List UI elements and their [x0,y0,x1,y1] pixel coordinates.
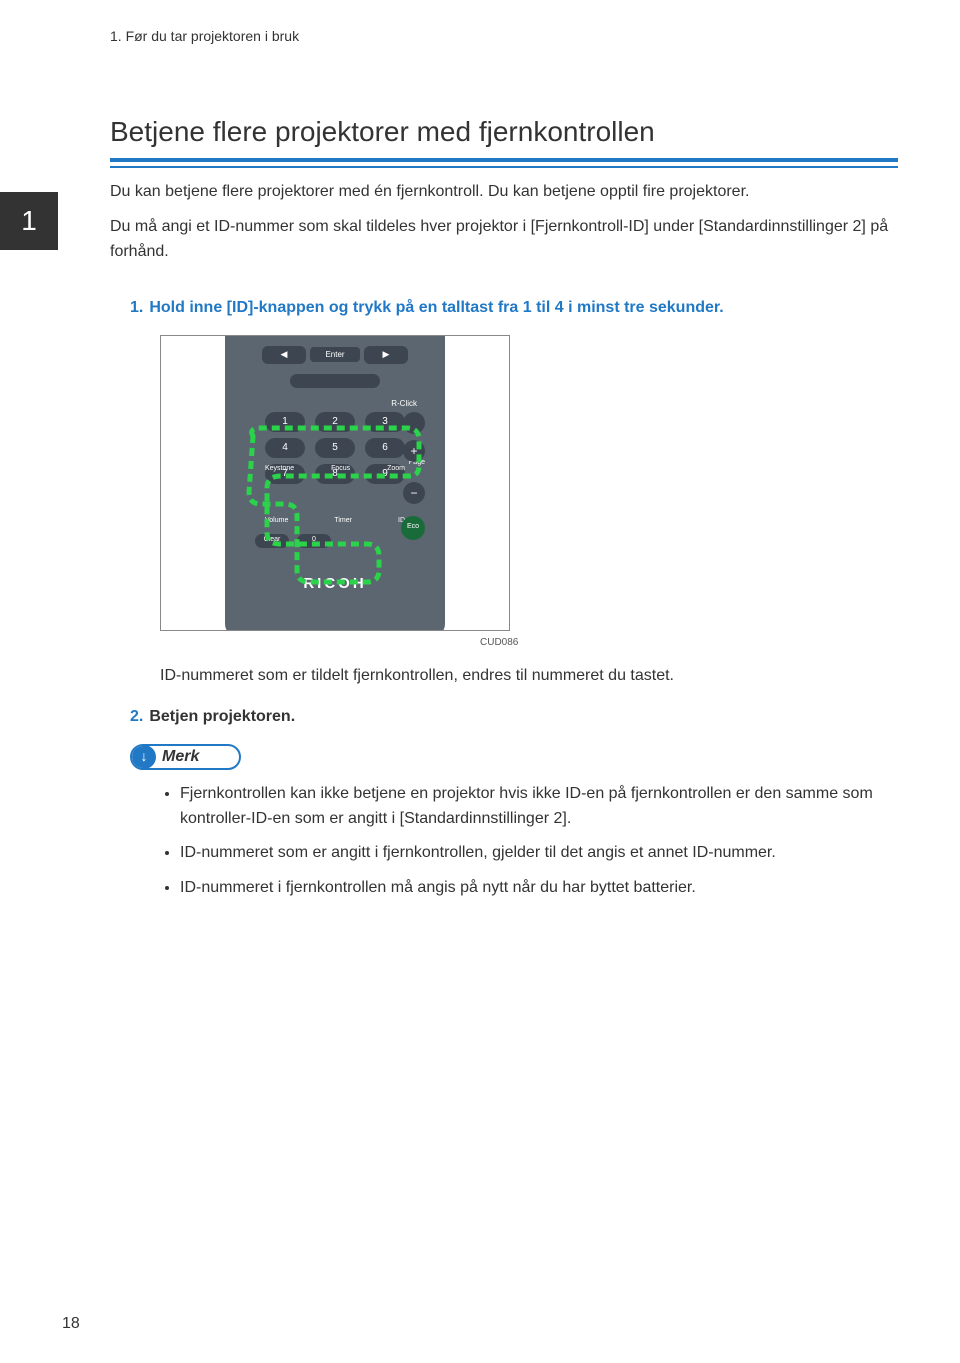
note-item-3: ID-nummeret i fjernkontrollen må angis p… [180,876,888,901]
nav-left-button: ◀ [262,346,306,364]
nav-right-button: ▶ [364,346,408,364]
key-6: 6 [365,438,405,458]
step-2: 2. Betjen projektoren. [130,705,898,730]
note-list: Fjernkontrollen kan ikke betjene en proj… [180,782,888,901]
key-4: 4 [265,438,305,458]
minus-button: − [403,482,425,504]
page-title: Betjene flere projektorer med fjernkontr… [110,116,898,162]
brand-label: RICOH [303,572,366,595]
note-item-2: ID-nummeret som er angitt i fjernkontrol… [180,841,888,866]
step-1-number: 1. [130,299,143,316]
step-2-text: Betjen projektoren. [149,708,295,725]
chapter-tab: 1 [0,192,58,250]
note-item-1: Fjernkontrollen kan ikke betjene en proj… [180,782,888,832]
note-arrow-icon: ↓ [132,745,156,769]
step-1-description: ID-nummeret som er tildelt fjernkontroll… [160,664,898,689]
intro-paragraph-1: Du kan betjene flere projektorer med én … [110,180,898,205]
key-labels-row-1: Keystone Focus Zoom [265,464,405,475]
clear-button: Clear [255,534,289,548]
keystone-label: Keystone [265,464,294,475]
key-labels-row-2: Volume Timer ID [265,516,405,527]
note-label: Merk [162,745,199,770]
note-badge: ↓ Merk [130,744,241,770]
remote-figure: ◀ Enter ▶ R-Click 1 2 3 4 5 6 7 8 9 Keys… [160,335,510,631]
side-column: + − [403,412,425,504]
step-2-number: 2. [130,708,143,725]
key-3: 3 [365,412,405,432]
rclick-label: R-Click [391,398,417,410]
key-5: 5 [315,438,355,458]
zero-button: 0 [297,534,331,548]
key-2: 2 [315,412,355,432]
timer-label: Timer [334,516,352,527]
image-code: CUD086 [480,635,898,651]
enter-button: Enter [310,347,360,362]
menu-pill [290,374,380,388]
step-1-text: Hold inne [ID]-knappen og trykk på en ta… [149,299,723,316]
intro-block: Du kan betjene flere projektorer med én … [110,180,898,274]
remote-body: ◀ Enter ▶ R-Click 1 2 3 4 5 6 7 8 9 Keys… [225,335,445,631]
key-1: 1 [265,412,305,432]
section-header: 1. Før du tar projektoren i bruk [110,28,299,44]
eco-button: Eco [401,516,425,540]
page-number: 18 [62,1315,80,1333]
focus-label: Focus [331,464,350,475]
step-list: 1. Hold inne [ID]-knappen og trykk på en … [130,296,898,911]
enter-row: ◀ Enter ▶ [262,346,408,364]
intro-paragraph-2: Du må angi et ID-nummer som skal tildele… [110,215,898,265]
step-1: 1. Hold inne [ID]-knappen og trykk på en … [130,296,898,321]
plus-button: + [403,440,425,462]
volume-label: Volume [265,516,288,527]
bottom-row: Clear 0 [255,534,331,548]
